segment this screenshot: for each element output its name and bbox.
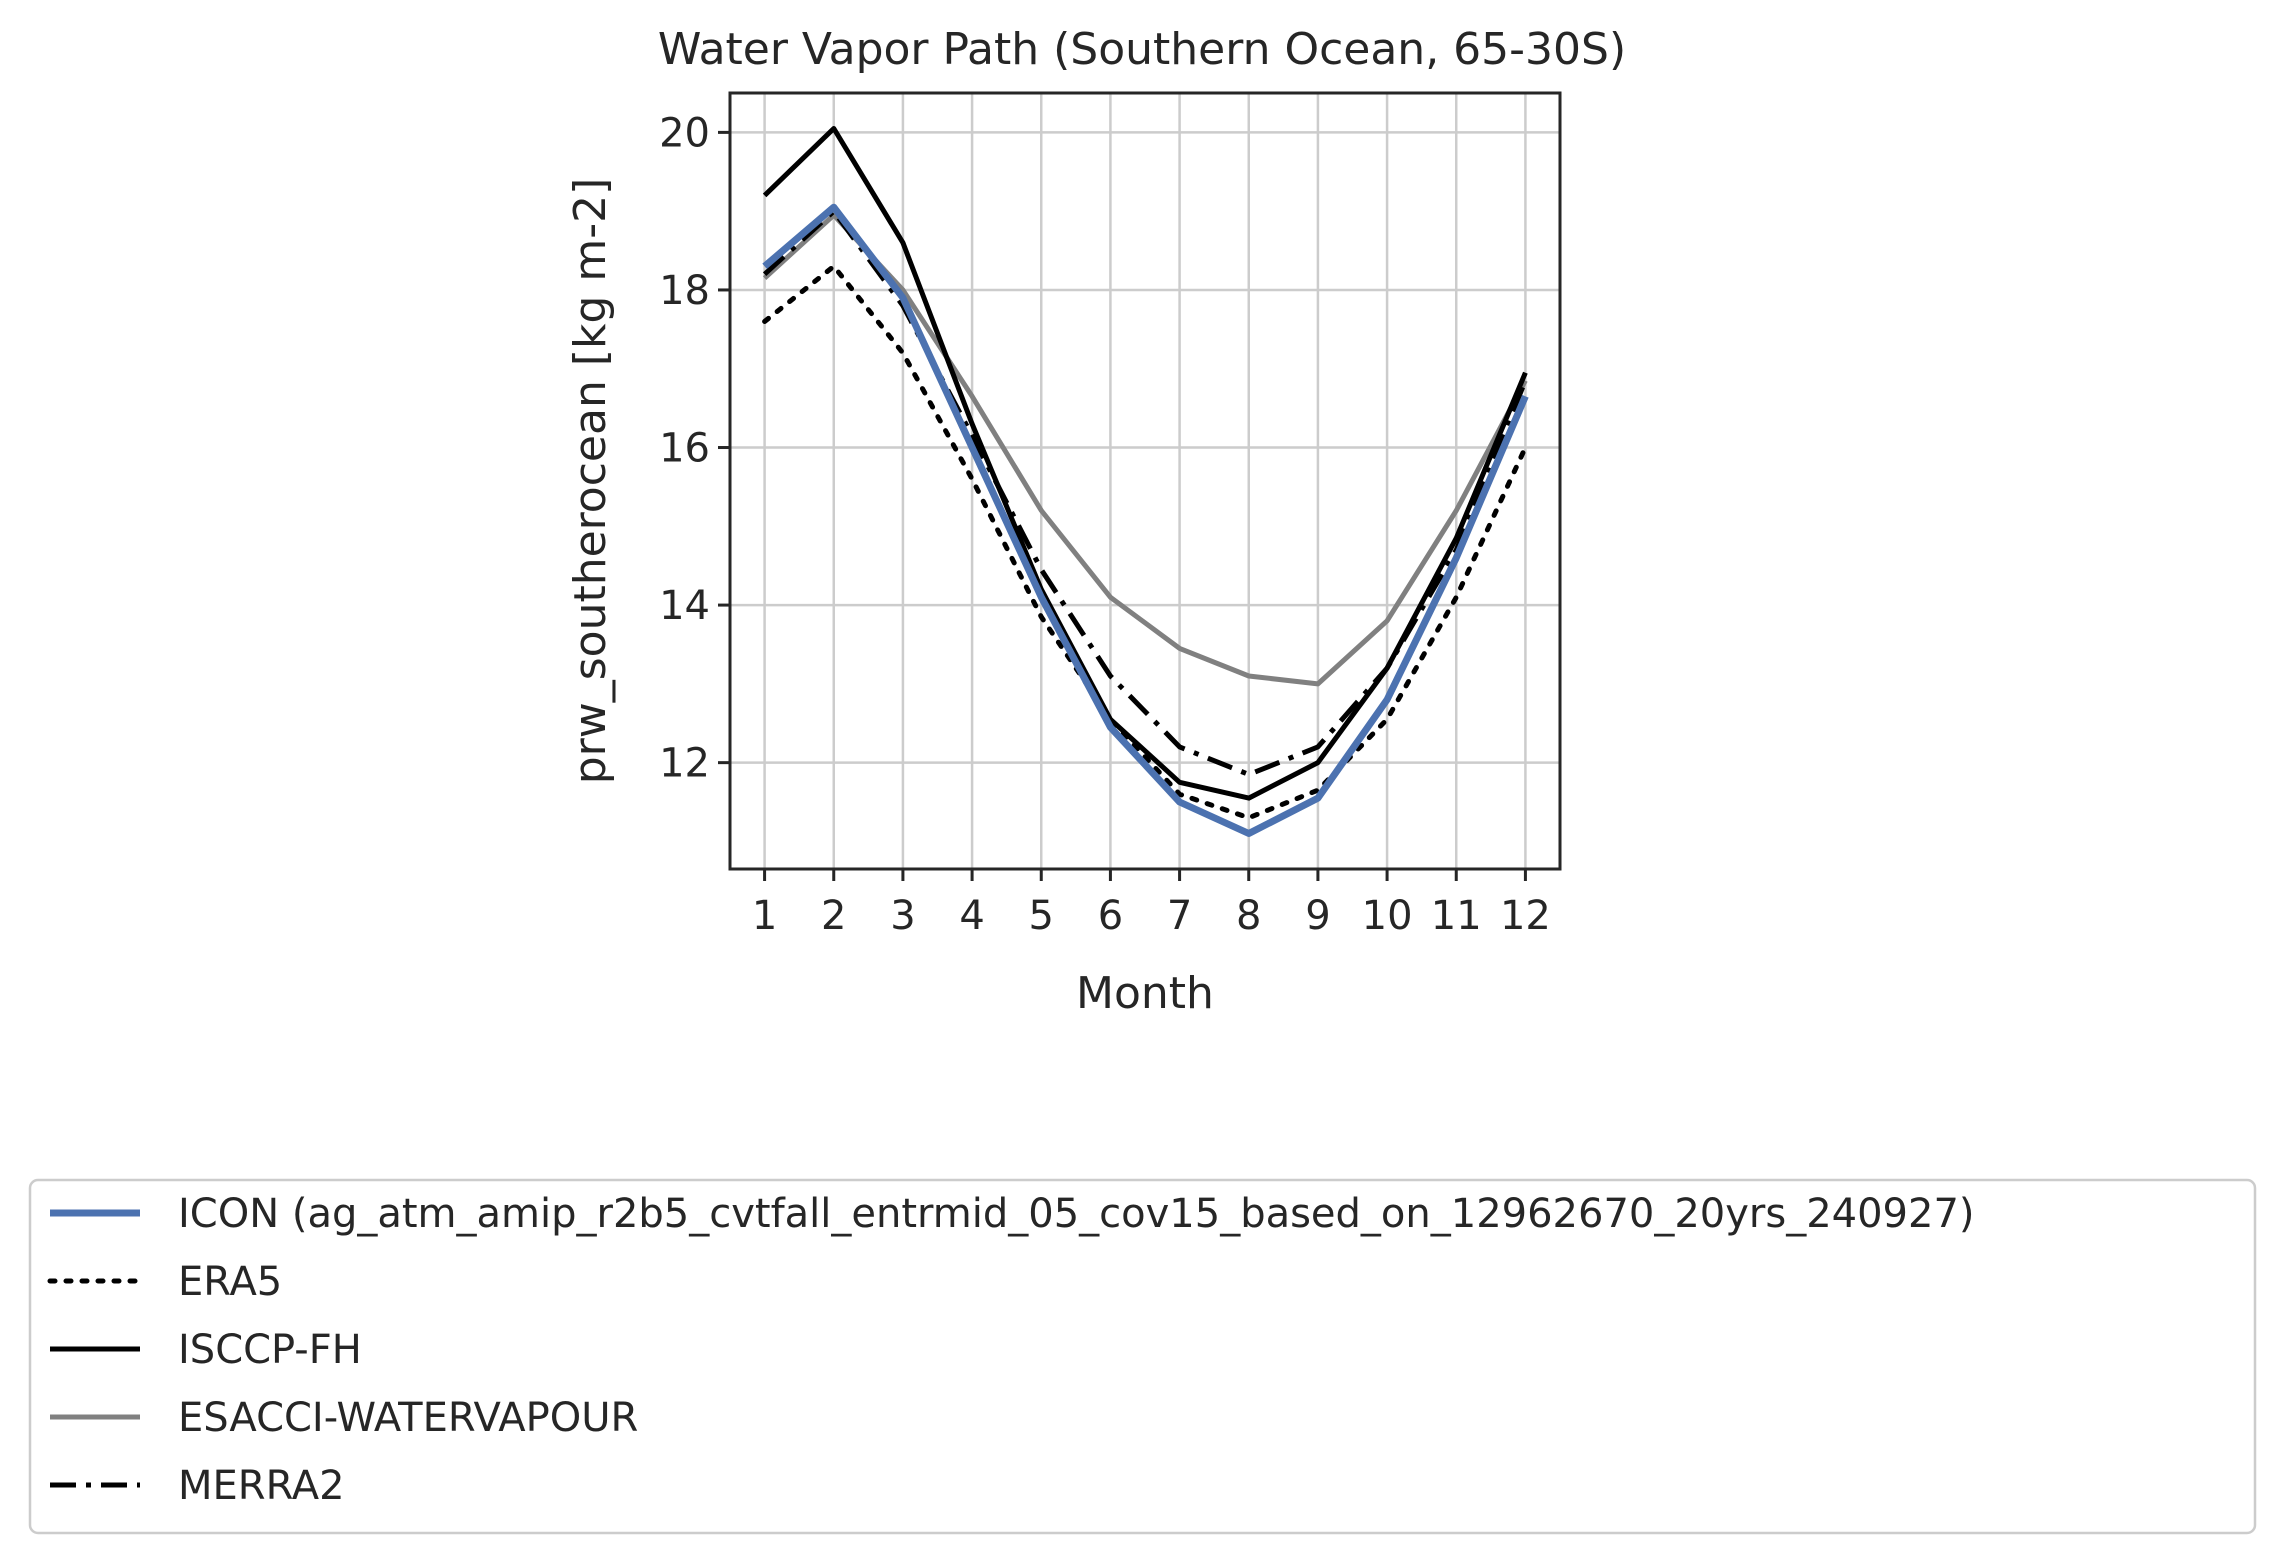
y-tick-label: 20: [659, 110, 710, 156]
y-tick-label: 18: [659, 268, 710, 314]
plot-frame: [728, 91, 1562, 871]
legend-frame: [28, 1178, 2257, 1535]
x-tick-label: 12: [1500, 893, 1551, 939]
y-axis-label: prw_southerocean [kg m-2]: [565, 178, 616, 785]
legend: ICON (ag_atm_amip_r2b5_cvtfall_entrmid_0…: [28, 1178, 2257, 1535]
y-tick-label: 16: [659, 426, 710, 472]
x-tick-label: 7: [1167, 893, 1192, 939]
series-line-esacci-watervapour: [762, 212, 1528, 687]
x-tick-label: 6: [1098, 893, 1123, 939]
x-tick-label: 9: [1305, 893, 1330, 939]
legend-label: ERA5: [178, 1259, 282, 1305]
x-tick-label: 1: [752, 893, 777, 939]
x-tick-label: 11: [1431, 893, 1482, 939]
series-layer: [762, 126, 1529, 837]
chart-title: Water Vapor Path (Southern Ocean, 65-30S…: [658, 24, 1626, 75]
legend-label: ESACCI-WATERVAPOUR: [178, 1395, 638, 1441]
x-tick-label: 5: [1029, 893, 1054, 939]
x-tick-label: 8: [1236, 893, 1261, 939]
x-axis-label: Month: [1076, 968, 1214, 1019]
x-tick-label: 3: [890, 893, 915, 939]
legend-label: ICON (ag_atm_amip_r2b5_cvtfall_entrmid_0…: [178, 1191, 1975, 1237]
x-tick-label: 4: [959, 893, 984, 939]
series-line-icon: [762, 203, 1529, 837]
x-tick-label: 10: [1362, 893, 1413, 939]
x-tick-label: 2: [821, 893, 846, 939]
y-tick-label: 12: [659, 741, 710, 787]
legend-label: MERRA2: [178, 1463, 345, 1509]
y-tick-label: 14: [659, 583, 710, 629]
series-line-isccp-fh: [762, 126, 1528, 801]
series-line-era5: [762, 263, 1528, 821]
series-line-merra2: [762, 208, 1528, 777]
legend-label: ISCCP-FH: [178, 1327, 362, 1373]
